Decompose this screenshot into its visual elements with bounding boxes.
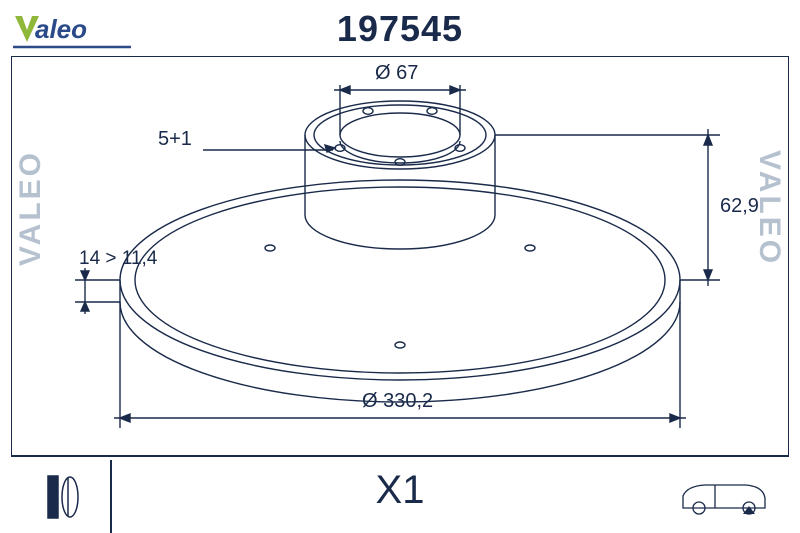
dim-thickness: 14 > 11,4 — [79, 248, 157, 270]
dim-height: 62,9 — [720, 195, 759, 218]
dim-bore: Ø 67 — [375, 62, 418, 85]
vehicle-rear-icon — [677, 478, 772, 523]
dim-outer: Ø 330,2 — [362, 390, 433, 413]
dim-holes: 5+1 — [158, 128, 192, 151]
